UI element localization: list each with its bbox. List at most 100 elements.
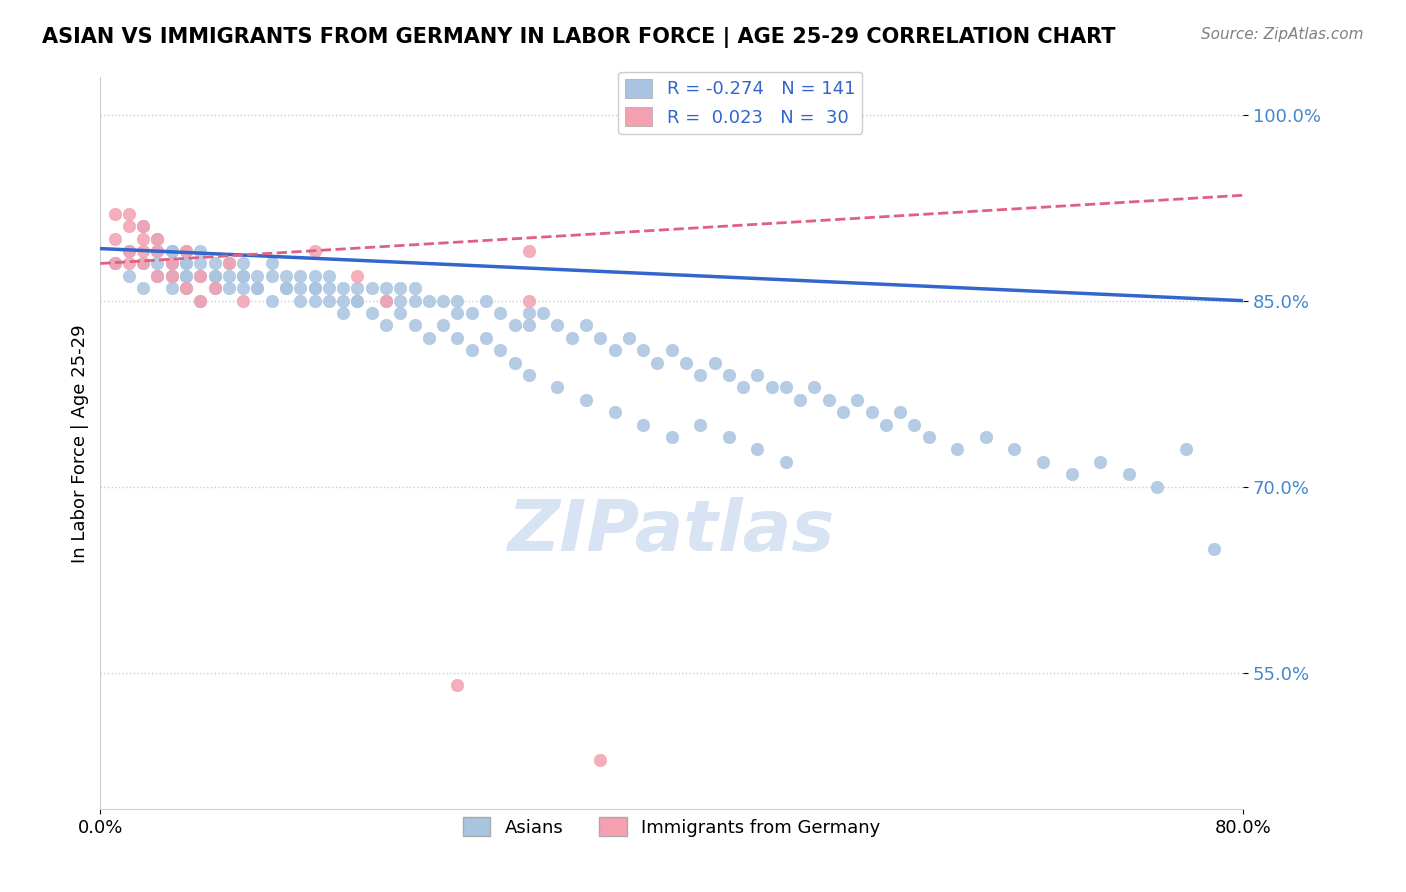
Point bbox=[146, 232, 169, 246]
Point bbox=[232, 256, 254, 270]
Point bbox=[174, 268, 197, 283]
Point bbox=[260, 256, 283, 270]
Point bbox=[132, 256, 155, 270]
Point bbox=[332, 306, 354, 320]
Point bbox=[617, 331, 640, 345]
Point bbox=[290, 293, 312, 308]
Point bbox=[160, 268, 183, 283]
Point bbox=[789, 392, 811, 407]
Point bbox=[146, 244, 169, 258]
Point bbox=[232, 268, 254, 283]
Point bbox=[146, 268, 169, 283]
Point bbox=[118, 244, 141, 258]
Point bbox=[290, 268, 312, 283]
Point bbox=[132, 232, 155, 246]
Text: Source: ZipAtlas.com: Source: ZipAtlas.com bbox=[1201, 27, 1364, 42]
Point bbox=[446, 293, 468, 308]
Point bbox=[589, 331, 612, 345]
Point bbox=[160, 256, 183, 270]
Point bbox=[631, 343, 654, 358]
Point bbox=[146, 256, 169, 270]
Point bbox=[761, 380, 783, 394]
Point bbox=[260, 268, 283, 283]
Point bbox=[689, 417, 711, 432]
Point bbox=[503, 356, 526, 370]
Text: ASIAN VS IMMIGRANTS FROM GERMANY IN LABOR FORCE | AGE 25-29 CORRELATION CHART: ASIAN VS IMMIGRANTS FROM GERMANY IN LABO… bbox=[42, 27, 1116, 48]
Point bbox=[232, 281, 254, 295]
Point bbox=[475, 331, 498, 345]
Point bbox=[188, 293, 211, 308]
Point bbox=[174, 268, 197, 283]
Point bbox=[446, 306, 468, 320]
Point bbox=[246, 281, 269, 295]
Point bbox=[118, 256, 141, 270]
Point bbox=[517, 244, 540, 258]
Point bbox=[675, 356, 697, 370]
Point bbox=[503, 318, 526, 333]
Point bbox=[1088, 455, 1111, 469]
Point bbox=[274, 281, 297, 295]
Point bbox=[1204, 541, 1226, 556]
Point bbox=[404, 318, 426, 333]
Point bbox=[1118, 467, 1140, 482]
Point bbox=[918, 430, 941, 444]
Point bbox=[375, 318, 398, 333]
Point bbox=[332, 293, 354, 308]
Point bbox=[204, 268, 226, 283]
Point bbox=[160, 268, 183, 283]
Point bbox=[517, 293, 540, 308]
Point bbox=[661, 430, 683, 444]
Point bbox=[174, 281, 197, 295]
Point bbox=[661, 343, 683, 358]
Point bbox=[389, 281, 412, 295]
Point bbox=[1032, 455, 1054, 469]
Point bbox=[703, 356, 725, 370]
Point bbox=[432, 293, 454, 308]
Point bbox=[104, 232, 127, 246]
Point bbox=[418, 331, 440, 345]
Point bbox=[446, 678, 468, 692]
Point bbox=[118, 219, 141, 234]
Point bbox=[546, 318, 568, 333]
Point bbox=[946, 442, 969, 457]
Point bbox=[218, 256, 240, 270]
Point bbox=[304, 293, 326, 308]
Point bbox=[218, 281, 240, 295]
Point bbox=[389, 306, 412, 320]
Point bbox=[204, 268, 226, 283]
Point bbox=[318, 268, 340, 283]
Point bbox=[146, 244, 169, 258]
Point bbox=[903, 417, 925, 432]
Point bbox=[146, 268, 169, 283]
Point bbox=[132, 219, 155, 234]
Point bbox=[775, 455, 797, 469]
Point bbox=[188, 256, 211, 270]
Point bbox=[546, 380, 568, 394]
Point bbox=[589, 752, 612, 766]
Point bbox=[174, 256, 197, 270]
Point bbox=[974, 430, 997, 444]
Point bbox=[647, 356, 669, 370]
Point bbox=[304, 281, 326, 295]
Point bbox=[360, 281, 382, 295]
Point bbox=[803, 380, 825, 394]
Point bbox=[747, 368, 769, 382]
Point bbox=[132, 244, 155, 258]
Point bbox=[375, 293, 398, 308]
Point bbox=[346, 293, 368, 308]
Point bbox=[132, 219, 155, 234]
Point bbox=[733, 380, 755, 394]
Point bbox=[346, 281, 368, 295]
Point bbox=[218, 256, 240, 270]
Point bbox=[775, 380, 797, 394]
Point bbox=[246, 268, 269, 283]
Point bbox=[717, 368, 740, 382]
Point bbox=[304, 268, 326, 283]
Point bbox=[174, 256, 197, 270]
Point bbox=[304, 281, 326, 295]
Point bbox=[489, 343, 512, 358]
Point bbox=[575, 392, 598, 407]
Point bbox=[561, 331, 583, 345]
Point bbox=[146, 232, 169, 246]
Point bbox=[104, 256, 127, 270]
